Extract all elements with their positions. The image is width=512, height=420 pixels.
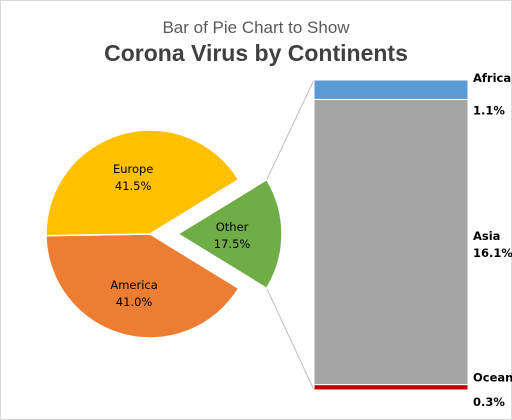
chart-subtitle: Bar of Pie Chart to Show bbox=[162, 18, 350, 37]
stacked-bar: Africa 1.1% Asia 16.1% Oceania 0.3% bbox=[313, 71, 512, 409]
bar-value-africa: 1.1% bbox=[473, 103, 505, 117]
pie-label-other: Other bbox=[216, 220, 249, 234]
bar-label-oceania: Oceania bbox=[473, 371, 512, 385]
pie-slice-other bbox=[176, 178, 283, 290]
pie-value-america: 41.0% bbox=[116, 295, 153, 309]
pie: Other 17.5% America 41.0% Europe 41.5% bbox=[45, 129, 283, 339]
pie-slice-america bbox=[45, 233, 240, 339]
bar-segment-asia bbox=[313, 98, 469, 386]
pie-label-europe: Europe bbox=[113, 162, 153, 176]
pie-value-other: 17.5% bbox=[214, 237, 251, 251]
connector-line-top bbox=[266, 79, 315, 180]
bar-segment-oceania bbox=[313, 384, 469, 391]
bar-label-africa: Africa bbox=[473, 71, 511, 85]
bar-label-asia: Asia bbox=[473, 229, 500, 243]
pie-value-europe: 41.5% bbox=[115, 179, 152, 193]
pie-slice-europe bbox=[45, 129, 240, 237]
pie-label-america: America bbox=[110, 278, 157, 292]
bar-segment-africa bbox=[313, 79, 469, 100]
chart-title: Corona Virus by Continents bbox=[104, 40, 408, 66]
connector-line-bottom bbox=[266, 288, 315, 391]
bar-value-oceania: 0.3% bbox=[473, 395, 505, 409]
bar-value-asia: 16.1% bbox=[473, 246, 512, 260]
